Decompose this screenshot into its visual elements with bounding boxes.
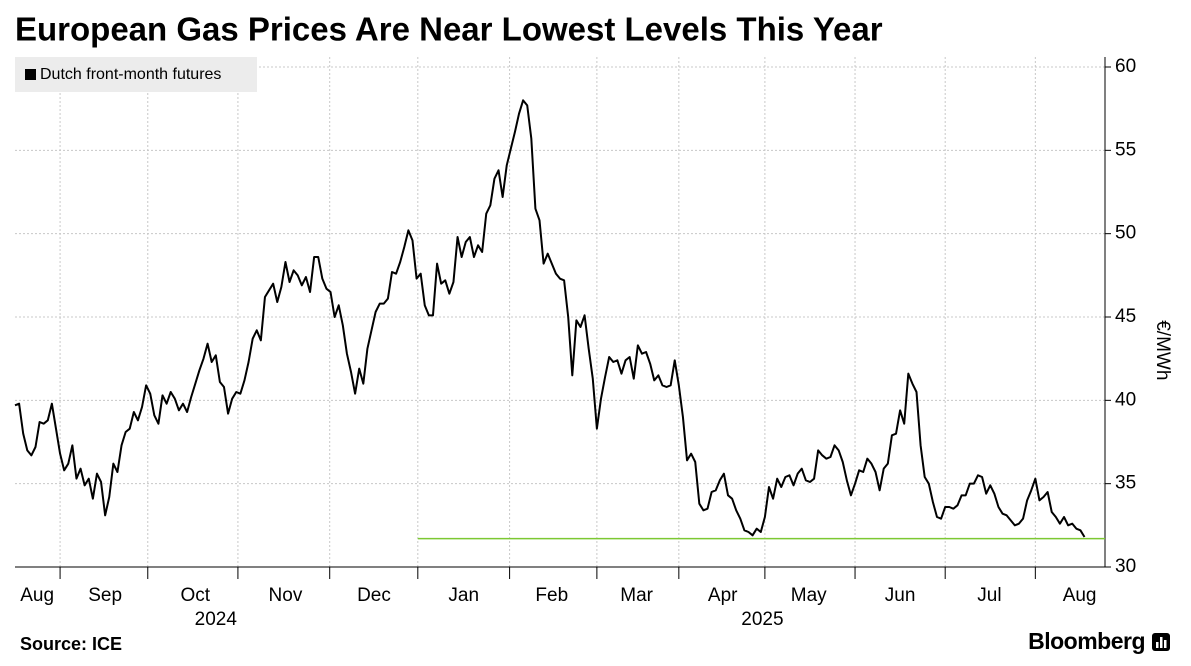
x-tick-label: Jan: [448, 585, 479, 606]
legend-box: [15, 57, 257, 92]
x-tick-label: Mar: [620, 585, 653, 606]
source: Source: ICE: [20, 634, 122, 654]
x-tick-label: Jun: [885, 585, 916, 606]
brand: Bloomberg: [1028, 628, 1145, 654]
x-tick-label: Aug: [20, 585, 54, 606]
chart-title: European Gas Prices Are Near Lowest Leve…: [15, 11, 883, 48]
x-tick-label: Jul: [977, 585, 1001, 606]
y-tick-label: 35: [1115, 473, 1136, 494]
x-tick-label: Dec: [357, 585, 391, 606]
year-label: 2024: [195, 609, 238, 630]
x-tick-label: Feb: [535, 585, 568, 606]
y-tick-label: 30: [1115, 556, 1136, 577]
y-tick-label: 40: [1115, 389, 1136, 410]
y-axis-label: €/MWh: [1152, 320, 1173, 380]
legend-label: Dutch front-month futures: [40, 66, 221, 83]
y-tick-label: 60: [1115, 56, 1136, 77]
x-tick-label: May: [791, 585, 827, 606]
y-tick-label: 45: [1115, 306, 1136, 327]
x-tick-label: Oct: [181, 585, 211, 606]
y-tick-label: 50: [1115, 223, 1136, 244]
brand-icon: [1152, 633, 1170, 651]
x-tick-label: Aug: [1063, 585, 1097, 606]
y-tick-label: 55: [1115, 139, 1136, 160]
legend: Dutch front-month futures: [15, 57, 257, 92]
line-series: [14, 99, 1086, 538]
x-tick-label: Sep: [88, 585, 122, 606]
year-label: 2025: [741, 609, 783, 630]
x-tick-label: Apr: [708, 585, 738, 606]
x-tick-label: Nov: [269, 585, 303, 606]
legend-swatch: [25, 69, 36, 80]
